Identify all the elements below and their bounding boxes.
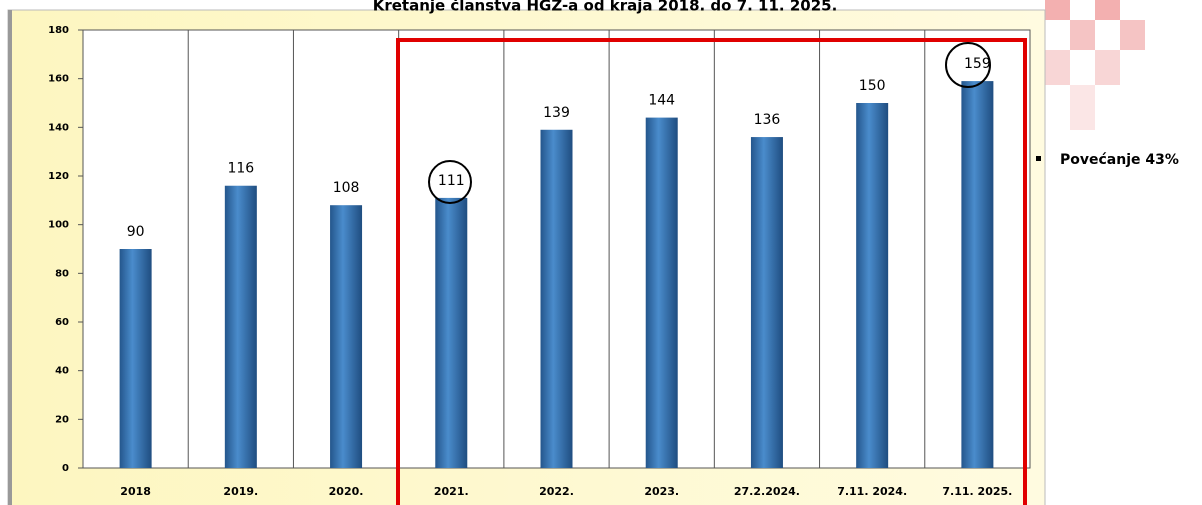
y-tick-label: 0 xyxy=(62,463,69,474)
y-tick-label: 180 xyxy=(48,25,69,36)
x-tick-label: 2020. xyxy=(329,485,364,498)
bar xyxy=(119,249,152,468)
y-tick-label: 120 xyxy=(48,171,69,182)
y-tick-label: 80 xyxy=(55,268,69,279)
x-tick-label: 27.2.2024. xyxy=(734,485,800,498)
bar xyxy=(224,185,257,468)
highlight-circle xyxy=(945,42,991,88)
chart-title: Kretanje članstva HGZ-a od kraja 2018. d… xyxy=(373,0,838,15)
bar xyxy=(540,129,573,468)
data-label: 150 xyxy=(859,78,886,94)
data-label: 136 xyxy=(754,112,781,128)
y-tick-label: 100 xyxy=(48,220,69,231)
bar xyxy=(750,137,783,469)
highlight-box xyxy=(396,38,1027,505)
bar xyxy=(856,103,889,468)
chart-edge xyxy=(8,10,12,505)
legend-bullet xyxy=(1036,156,1041,161)
annotation: Povećanje 43% xyxy=(1060,152,1179,168)
data-label: 111 xyxy=(438,173,465,189)
highlight-circle xyxy=(428,160,472,204)
data-label: 116 xyxy=(227,161,254,177)
data-label: 159 xyxy=(964,56,991,72)
bar xyxy=(330,205,363,468)
data-label: 90 xyxy=(127,224,145,240)
data-label: 108 xyxy=(333,180,360,196)
x-tick-label: 7.11. 2024. xyxy=(837,485,907,498)
y-tick-label: 20 xyxy=(55,414,69,425)
data-label: 139 xyxy=(543,105,570,121)
x-tick-label: 7.11. 2025. xyxy=(942,485,1012,498)
bar xyxy=(645,117,678,468)
data-label: 144 xyxy=(648,93,675,109)
y-tick-label: 160 xyxy=(48,74,69,85)
bar xyxy=(435,197,468,468)
y-tick-label: 40 xyxy=(55,366,69,377)
y-tick-label: 60 xyxy=(55,317,69,328)
bar xyxy=(961,81,994,468)
y-tick-label: 140 xyxy=(48,122,69,133)
x-tick-label: 2021. xyxy=(434,485,469,498)
flag-decoration xyxy=(1045,0,1145,130)
x-tick-label: 2018 xyxy=(120,485,151,498)
x-tick-label: 2023. xyxy=(644,485,679,498)
x-tick-label: 2022. xyxy=(539,485,574,498)
x-tick-label: 2019. xyxy=(223,485,258,498)
